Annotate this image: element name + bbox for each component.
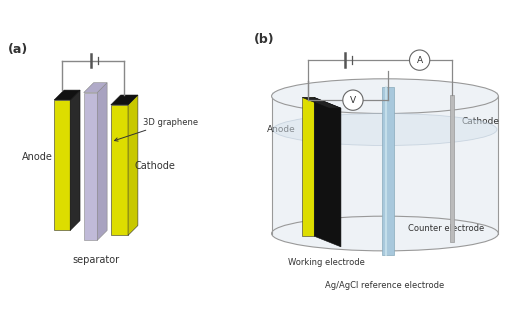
Bar xyxy=(271,92,498,234)
Polygon shape xyxy=(314,98,341,247)
Text: Working electrode: Working electrode xyxy=(288,258,365,267)
Text: Anode: Anode xyxy=(267,125,295,134)
Ellipse shape xyxy=(273,113,497,145)
Polygon shape xyxy=(302,98,341,108)
Circle shape xyxy=(409,50,430,70)
Circle shape xyxy=(343,90,363,110)
Polygon shape xyxy=(111,105,128,235)
Text: (b): (b) xyxy=(254,34,275,47)
Bar xyxy=(449,95,453,242)
Polygon shape xyxy=(54,100,70,230)
Polygon shape xyxy=(84,83,107,93)
Text: Anode: Anode xyxy=(22,151,52,162)
Text: Cathode: Cathode xyxy=(135,162,175,172)
Text: Cathode: Cathode xyxy=(462,117,500,126)
Text: A: A xyxy=(417,56,423,65)
Ellipse shape xyxy=(271,216,498,251)
Text: V: V xyxy=(350,96,356,105)
Polygon shape xyxy=(97,83,107,240)
Polygon shape xyxy=(302,98,314,236)
Text: 3D graphene: 3D graphene xyxy=(114,118,198,141)
Text: Counter electrode: Counter electrode xyxy=(408,224,484,233)
Text: Ag/AgCl reference electrode: Ag/AgCl reference electrode xyxy=(325,281,445,290)
Ellipse shape xyxy=(271,79,498,113)
Polygon shape xyxy=(128,95,138,235)
Polygon shape xyxy=(54,90,80,100)
Bar xyxy=(382,87,393,255)
Text: (a): (a) xyxy=(7,43,28,56)
Polygon shape xyxy=(111,95,138,105)
Polygon shape xyxy=(70,90,80,230)
Polygon shape xyxy=(84,93,97,240)
Text: separator: separator xyxy=(72,255,120,265)
